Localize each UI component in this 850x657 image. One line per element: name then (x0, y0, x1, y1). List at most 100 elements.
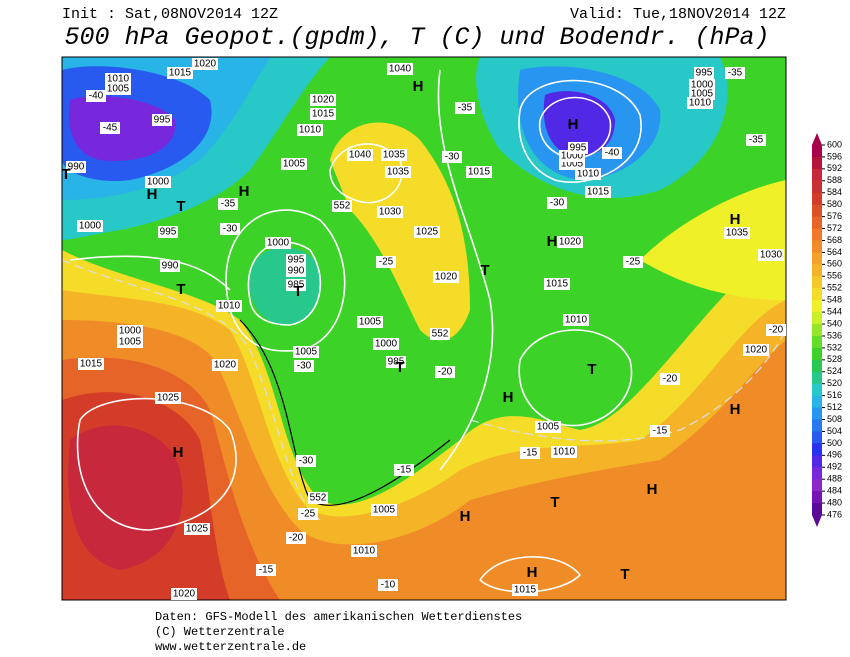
contour-label: 1020 (173, 589, 196, 600)
contour-label: 990 (288, 266, 305, 277)
contour-label: 1010 (565, 315, 588, 326)
label-background (351, 545, 377, 557)
colorbar-tick-label: 512 (827, 402, 842, 412)
contour-label: 1000 (691, 80, 714, 91)
label-background (585, 186, 611, 198)
colorbar-band (812, 395, 822, 409)
label-background (725, 67, 745, 79)
label-background (371, 504, 397, 516)
low-pressure-marker: T (550, 494, 559, 511)
colorbar-band (812, 288, 822, 301)
colorbar-tick-label: 584 (827, 187, 842, 197)
contour-label: 1010 (353, 546, 376, 557)
label-background (758, 249, 784, 261)
contour-label: 1005 (119, 337, 142, 348)
colorbar-band (812, 156, 822, 170)
low-pressure-marker: T (395, 359, 404, 376)
contour-label: 1005 (373, 505, 396, 516)
label-background (687, 97, 713, 109)
label-background (535, 421, 561, 433)
contour-label: 1000 (79, 221, 102, 232)
contour-label: 1020 (559, 237, 582, 248)
contour-label: 1000 (147, 177, 170, 188)
colorbar-band (812, 145, 822, 158)
contour-label: -40 (89, 91, 104, 102)
label-background (563, 314, 589, 326)
contour-label: 552 (432, 329, 449, 340)
contour-label: -30 (223, 224, 238, 235)
contour-label: 990 (68, 162, 85, 173)
contour-label: 1035 (726, 228, 749, 239)
map-labels: 1010100510151020-40-459959901000HTH-3510… (61, 58, 786, 600)
colorbar-band (812, 324, 822, 337)
contour-label: 1000 (561, 151, 584, 162)
contour-label: 1000 (375, 339, 398, 350)
label-background (377, 206, 403, 218)
label-background (310, 108, 336, 120)
contour-label: 1010 (107, 74, 130, 85)
contour-label: 1005 (283, 159, 306, 170)
colorbar-tick-label: 536 (827, 330, 842, 340)
footer-source: Daten: GFS-Modell des amerikanischen Wet… (155, 610, 522, 624)
contour-label: 552 (334, 201, 351, 212)
low-pressure-marker: T (61, 166, 70, 183)
contour-label: 995 (288, 255, 305, 266)
colorbar-tick-label: 480 (827, 497, 842, 507)
colorbar-band (812, 443, 822, 456)
label-background (746, 134, 766, 146)
colorbar-tick-label: 500 (827, 438, 842, 448)
colorbar-tick-label: 580 (827, 199, 842, 209)
colorbar-tick-label: 568 (827, 235, 842, 245)
high-pressure-marker: H (730, 211, 741, 228)
high-pressure-marker: H (173, 444, 184, 461)
label-background (435, 366, 455, 378)
colorbar-band (812, 335, 822, 349)
contour-label: -15 (523, 448, 538, 459)
high-pressure-marker: H (730, 401, 741, 418)
contour-label: -45 (103, 123, 118, 134)
contour-label: -35 (728, 68, 743, 79)
contour-label: 985 (288, 280, 305, 291)
contour-label: 990 (162, 261, 179, 272)
label-background (512, 584, 538, 596)
colorbar-arrow-top (812, 133, 822, 145)
label-background (216, 300, 242, 312)
colorbar-band (812, 216, 822, 230)
label-background (385, 166, 411, 178)
contour-label: 985 (388, 357, 405, 368)
contour-label: 1015 (468, 167, 491, 178)
contour-label: 1010 (689, 98, 712, 109)
contour-label: -15 (397, 465, 412, 476)
colorbar-tick-label: 524 (827, 366, 842, 376)
colorbar-band (812, 264, 822, 277)
label-background (724, 227, 750, 239)
high-pressure-marker: H (239, 183, 250, 200)
label-background (298, 508, 318, 520)
colorbar-tick-label: 588 (827, 175, 842, 185)
high-pressure-marker: H (460, 508, 471, 525)
low-pressure-marker: T (620, 566, 629, 583)
label-background (297, 124, 323, 136)
contour-label: 1040 (349, 150, 372, 161)
label-background (86, 90, 106, 102)
contour-label: 995 (570, 143, 587, 154)
contour-label: 1015 (312, 109, 335, 120)
label-background (145, 176, 171, 188)
contour-label: -35 (458, 103, 473, 114)
contour-label: 1020 (745, 345, 768, 356)
colorbar-tick-label: 484 (827, 486, 842, 496)
colorbar-tick-label: 572 (827, 223, 842, 233)
colorbar-tick-label: 496 (827, 450, 842, 460)
label-background (281, 158, 307, 170)
colorbar-band (812, 371, 822, 385)
label-background (547, 197, 567, 209)
label-background (386, 356, 406, 368)
label-background (544, 278, 570, 290)
label-background (105, 73, 131, 85)
low-pressure-marker: T (587, 361, 596, 378)
label-background (212, 359, 238, 371)
high-pressure-marker: H (413, 78, 424, 95)
map-field (62, 57, 786, 600)
label-background (171, 588, 197, 600)
